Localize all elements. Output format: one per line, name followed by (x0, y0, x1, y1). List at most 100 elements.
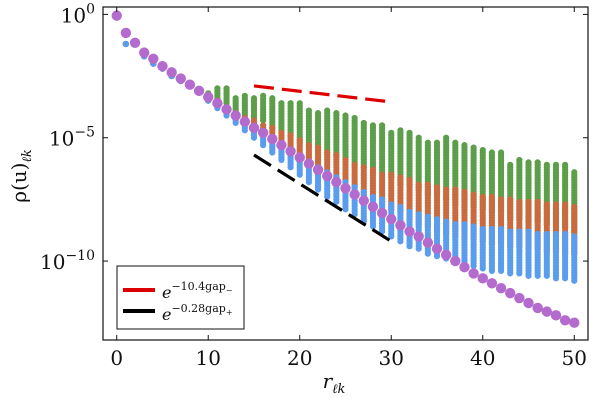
data-point (459, 262, 470, 273)
data-point (305, 179, 312, 186)
data-point (477, 273, 488, 284)
data-point (470, 262, 477, 270)
data-point (257, 127, 269, 138)
y-tick-label-exp: 0 (86, 1, 95, 17)
data-point (367, 201, 379, 212)
data-point (333, 198, 340, 205)
data-point (260, 117, 267, 124)
data-point (450, 255, 461, 267)
data-point (269, 149, 276, 156)
data-point (562, 275, 569, 282)
data-point (138, 47, 150, 58)
legend-red-base: e (162, 283, 171, 302)
plot-frame (102, 6, 589, 341)
x-tick-label: 30 (379, 346, 404, 370)
legend-box (116, 265, 245, 330)
data-point (543, 272, 550, 279)
y-tick-label: 100 (61, 1, 95, 27)
y-tick-label-base: 10 (49, 127, 74, 151)
data-point (241, 127, 248, 134)
data-point (479, 265, 486, 272)
x-axis-label-main: r (323, 369, 334, 393)
data-point (250, 134, 258, 141)
data-point (260, 142, 267, 149)
data-point (404, 226, 415, 237)
data-point (248, 122, 260, 134)
data-point (488, 267, 496, 275)
data-point (321, 170, 333, 182)
data-point (166, 67, 177, 78)
x-axis-label: rℓk (323, 369, 346, 397)
data-point (532, 302, 543, 314)
data-point (239, 116, 251, 127)
data-point (303, 158, 315, 169)
data-point (571, 277, 578, 284)
data-point (376, 207, 388, 219)
data-point (285, 146, 296, 157)
data-point (525, 272, 532, 279)
data-point (415, 245, 422, 252)
y-tick-label-base: 10 (40, 250, 65, 274)
data-point (157, 60, 168, 72)
y-axis-label-sub: ℓk (20, 149, 35, 162)
legend-black-sub: + (226, 308, 233, 317)
data-point (294, 152, 305, 163)
data-point (507, 270, 514, 277)
data-point (193, 85, 205, 97)
data-point (184, 79, 196, 90)
data-point (342, 206, 349, 213)
data-point (541, 306, 553, 317)
data-point (440, 249, 452, 261)
data-point (516, 270, 523, 277)
y-tick-label: 10−5 (49, 125, 95, 151)
data-point (534, 272, 541, 279)
data-point (514, 292, 525, 304)
x-axis-ticks: 0 10 20 30 40 50 (110, 7, 587, 370)
data-point (431, 243, 443, 254)
data-point (550, 310, 562, 321)
y-tick-label-exp: −5 (74, 125, 95, 141)
data-point (120, 27, 132, 39)
data-point (287, 164, 294, 171)
data-point (314, 186, 322, 193)
data-point (203, 91, 214, 103)
data-point (397, 238, 404, 245)
plot-marks (111, 10, 580, 328)
y-tick-label-base: 10 (61, 3, 86, 27)
data-point (331, 176, 342, 188)
data-point (276, 139, 287, 151)
data-point (324, 193, 331, 201)
data-point (212, 98, 223, 109)
data-point (468, 268, 479, 279)
x-tick-label: 10 (196, 346, 221, 370)
reference-line-red-dashed (253, 84, 392, 104)
data-point (358, 195, 370, 206)
y-tick-label-exp: −10 (65, 248, 95, 264)
data-point (552, 275, 560, 282)
data-point (495, 283, 507, 294)
x-axis-label-sub: ℓk (332, 382, 345, 397)
data-point (232, 119, 239, 127)
data-point (388, 233, 395, 240)
y-axis-label: ρ(u)ℓk (7, 149, 35, 203)
data-point (148, 53, 159, 64)
data-point (406, 243, 413, 250)
x-tick-label: 40 (470, 346, 495, 370)
data-point (230, 110, 241, 121)
legend: e−10.4gap− e−0.28gap+ (116, 265, 245, 330)
data-point (278, 156, 285, 164)
data-point (422, 237, 434, 248)
data-point (424, 250, 431, 257)
data-point (129, 37, 141, 48)
x-tick-label: 20 (287, 346, 312, 370)
legend-black-base: e (162, 305, 171, 324)
data-point (369, 223, 377, 230)
legend-entry-red: e−10.4gap− (162, 280, 233, 302)
data-point (505, 287, 516, 299)
data-point (433, 253, 441, 260)
data-point (296, 171, 303, 178)
legend-black-exp: −0.28gap (171, 302, 225, 315)
data-point (486, 278, 498, 289)
